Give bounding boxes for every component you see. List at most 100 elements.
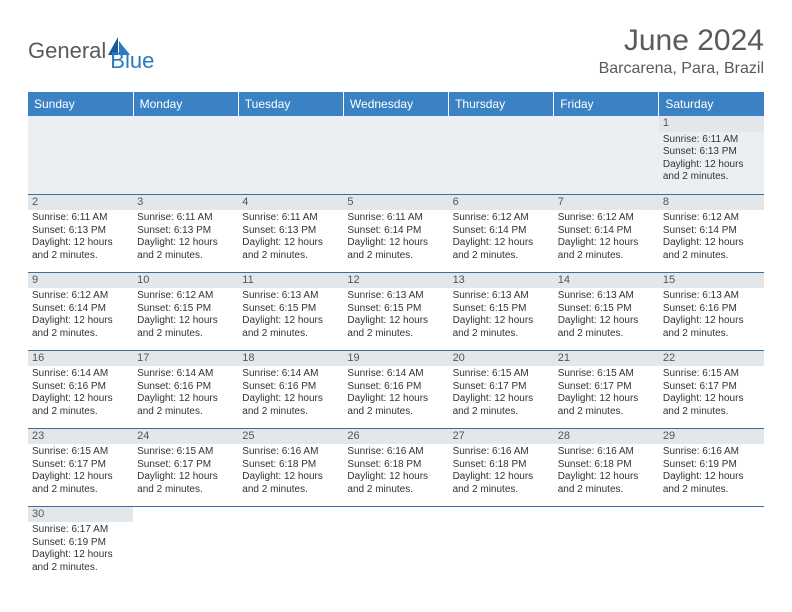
sunset-text: Sunset: 6:15 PM (453, 303, 550, 316)
sunrise-text: Sunrise: 6:11 AM (242, 212, 339, 225)
sunset-text: Sunset: 6:18 PM (558, 459, 655, 472)
sunset-text: Sunset: 6:14 PM (663, 225, 760, 238)
day-details: Sunrise: 6:16 AMSunset: 6:18 PMDaylight:… (453, 446, 550, 496)
calendar-cell: 16Sunrise: 6:14 AMSunset: 6:16 PMDayligh… (28, 350, 133, 428)
weekday-header: Sunday (28, 92, 133, 116)
day-number: 25 (238, 429, 343, 445)
daylight-text: Daylight: 12 hours and 2 minutes. (347, 471, 444, 496)
sunrise-text: Sunrise: 6:11 AM (137, 212, 234, 225)
calendar-cell: 1Sunrise: 6:11 AMSunset: 6:13 PMDaylight… (659, 116, 764, 194)
sunset-text: Sunset: 6:18 PM (242, 459, 339, 472)
day-number: 26 (343, 429, 448, 445)
daylight-text: Daylight: 12 hours and 2 minutes. (663, 315, 760, 340)
day-number: 23 (28, 429, 133, 445)
day-number: 17 (133, 351, 238, 367)
calendar-week-row: 23Sunrise: 6:15 AMSunset: 6:17 PMDayligh… (28, 428, 764, 506)
logo: General Blue (28, 28, 154, 74)
month-title: June 2024 (599, 24, 764, 58)
calendar-cell (133, 506, 238, 584)
calendar-cell (554, 116, 659, 194)
weekday-header: Saturday (659, 92, 764, 116)
day-details: Sunrise: 6:13 AMSunset: 6:15 PMDaylight:… (347, 290, 444, 340)
calendar-cell (343, 116, 448, 194)
logo-text-part1: General (28, 38, 106, 64)
day-details: Sunrise: 6:15 AMSunset: 6:17 PMDaylight:… (558, 368, 655, 418)
day-number: 20 (449, 351, 554, 367)
day-details: Sunrise: 6:15 AMSunset: 6:17 PMDaylight:… (453, 368, 550, 418)
daylight-text: Daylight: 12 hours and 2 minutes. (242, 393, 339, 418)
calendar-cell: 13Sunrise: 6:13 AMSunset: 6:15 PMDayligh… (449, 272, 554, 350)
day-number: 13 (449, 273, 554, 289)
day-number: 22 (659, 351, 764, 367)
daylight-text: Daylight: 12 hours and 2 minutes. (242, 471, 339, 496)
calendar-cell: 28Sunrise: 6:16 AMSunset: 6:18 PMDayligh… (554, 428, 659, 506)
calendar-week-row: 16Sunrise: 6:14 AMSunset: 6:16 PMDayligh… (28, 350, 764, 428)
day-number: 28 (554, 429, 659, 445)
daylight-text: Daylight: 12 hours and 2 minutes. (558, 315, 655, 340)
daylight-text: Daylight: 12 hours and 2 minutes. (242, 315, 339, 340)
sunset-text: Sunset: 6:17 PM (663, 381, 760, 394)
sunrise-text: Sunrise: 6:16 AM (453, 446, 550, 459)
day-details: Sunrise: 6:14 AMSunset: 6:16 PMDaylight:… (347, 368, 444, 418)
day-details: Sunrise: 6:12 AMSunset: 6:14 PMDaylight:… (32, 290, 129, 340)
daylight-text: Daylight: 12 hours and 2 minutes. (32, 471, 129, 496)
day-details: Sunrise: 6:16 AMSunset: 6:18 PMDaylight:… (347, 446, 444, 496)
weekday-header: Wednesday (343, 92, 448, 116)
daylight-text: Daylight: 12 hours and 2 minutes. (32, 315, 129, 340)
calendar-week-row: 2Sunrise: 6:11 AMSunset: 6:13 PMDaylight… (28, 194, 764, 272)
sunrise-text: Sunrise: 6:14 AM (137, 368, 234, 381)
weekday-header: Monday (133, 92, 238, 116)
calendar-body: 1Sunrise: 6:11 AMSunset: 6:13 PMDaylight… (28, 116, 764, 584)
calendar-cell: 11Sunrise: 6:13 AMSunset: 6:15 PMDayligh… (238, 272, 343, 350)
sunset-text: Sunset: 6:16 PM (137, 381, 234, 394)
day-details: Sunrise: 6:12 AMSunset: 6:14 PMDaylight:… (663, 212, 760, 262)
calendar-cell: 24Sunrise: 6:15 AMSunset: 6:17 PMDayligh… (133, 428, 238, 506)
logo-text-part2: Blue (110, 48, 154, 74)
sunrise-text: Sunrise: 6:13 AM (453, 290, 550, 303)
sunrise-text: Sunrise: 6:15 AM (558, 368, 655, 381)
day-number: 11 (238, 273, 343, 289)
daylight-text: Daylight: 12 hours and 2 minutes. (32, 237, 129, 262)
sunset-text: Sunset: 6:16 PM (242, 381, 339, 394)
sunset-text: Sunset: 6:14 PM (32, 303, 129, 316)
sunset-text: Sunset: 6:17 PM (32, 459, 129, 472)
day-number: 2 (28, 195, 133, 211)
sunrise-text: Sunrise: 6:13 AM (558, 290, 655, 303)
daylight-text: Daylight: 12 hours and 2 minutes. (558, 393, 655, 418)
calendar-cell: 19Sunrise: 6:14 AMSunset: 6:16 PMDayligh… (343, 350, 448, 428)
day-number: 6 (449, 195, 554, 211)
daylight-text: Daylight: 12 hours and 2 minutes. (453, 237, 550, 262)
calendar-cell: 15Sunrise: 6:13 AMSunset: 6:16 PMDayligh… (659, 272, 764, 350)
daylight-text: Daylight: 12 hours and 2 minutes. (32, 549, 129, 574)
sunset-text: Sunset: 6:17 PM (558, 381, 655, 394)
calendar-cell (449, 506, 554, 584)
calendar-cell: 22Sunrise: 6:15 AMSunset: 6:17 PMDayligh… (659, 350, 764, 428)
sunset-text: Sunset: 6:13 PM (32, 225, 129, 238)
day-number: 19 (343, 351, 448, 367)
day-number: 15 (659, 273, 764, 289)
sunset-text: Sunset: 6:16 PM (32, 381, 129, 394)
day-number: 12 (343, 273, 448, 289)
daylight-text: Daylight: 12 hours and 2 minutes. (32, 393, 129, 418)
day-details: Sunrise: 6:14 AMSunset: 6:16 PMDaylight:… (137, 368, 234, 418)
day-number: 18 (238, 351, 343, 367)
day-number: 14 (554, 273, 659, 289)
calendar-cell: 27Sunrise: 6:16 AMSunset: 6:18 PMDayligh… (449, 428, 554, 506)
daylight-text: Daylight: 12 hours and 2 minutes. (137, 393, 234, 418)
day-number: 1 (659, 116, 764, 132)
weekday-header: Friday (554, 92, 659, 116)
sunrise-text: Sunrise: 6:15 AM (663, 368, 760, 381)
sunset-text: Sunset: 6:18 PM (347, 459, 444, 472)
day-details: Sunrise: 6:17 AMSunset: 6:19 PMDaylight:… (32, 524, 129, 574)
sunset-text: Sunset: 6:18 PM (453, 459, 550, 472)
sunrise-text: Sunrise: 6:13 AM (242, 290, 339, 303)
day-details: Sunrise: 6:12 AMSunset: 6:14 PMDaylight:… (453, 212, 550, 262)
sunset-text: Sunset: 6:14 PM (453, 225, 550, 238)
day-number: 24 (133, 429, 238, 445)
day-number: 7 (554, 195, 659, 211)
weekday-header: Thursday (449, 92, 554, 116)
day-details: Sunrise: 6:11 AMSunset: 6:13 PMDaylight:… (137, 212, 234, 262)
sunrise-text: Sunrise: 6:16 AM (558, 446, 655, 459)
calendar-week-row: 1Sunrise: 6:11 AMSunset: 6:13 PMDaylight… (28, 116, 764, 194)
calendar-cell (343, 506, 448, 584)
